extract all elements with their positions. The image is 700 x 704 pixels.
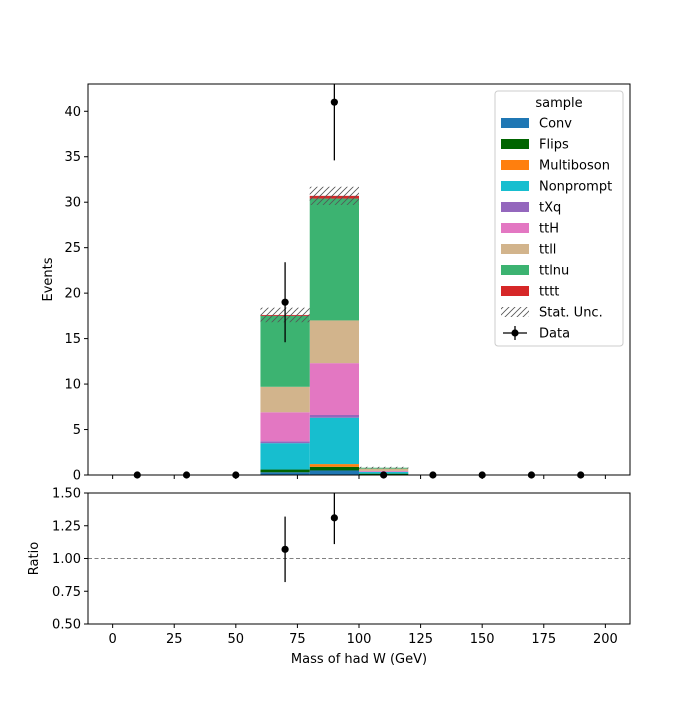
legend: sample Conv Flips Multiboson Nonprompt tXq ttH… bbox=[495, 91, 623, 346]
bar-ttlnu-bin-1 bbox=[310, 199, 359, 321]
ratio-ytick-label-0.75: 0.75 bbox=[52, 585, 81, 600]
legend-swatch-nonprompt bbox=[501, 181, 529, 191]
legend-swatch-multiboson bbox=[501, 160, 529, 170]
legend-label-conv: Conv bbox=[539, 117, 572, 132]
ratio-xtick-label-100: 100 bbox=[347, 632, 372, 647]
legend-label-tth: ttH bbox=[539, 222, 559, 237]
ratio-ytick-label-1.25: 1.25 bbox=[52, 519, 81, 534]
legend-swatch-tth bbox=[501, 223, 529, 233]
main-ytick-label-35: 35 bbox=[64, 150, 81, 165]
bar-nonprompt-bin-0 bbox=[260, 443, 309, 469]
main-ytick-label-0: 0 bbox=[73, 469, 81, 484]
legend-title: sample bbox=[535, 96, 582, 111]
bar-ttll-bin-1 bbox=[310, 320, 359, 363]
bar-flips-bin-0 bbox=[260, 470, 309, 473]
ratio-xtick-label-150: 150 bbox=[470, 632, 495, 647]
bar-ttll-bin-2 bbox=[359, 469, 408, 471]
ratio-xtick-label-200: 200 bbox=[593, 632, 618, 647]
legend-label-flips: Flips bbox=[539, 138, 569, 153]
ratio-point-1 bbox=[331, 514, 338, 521]
legend-label-stat-unc-: Stat. Unc. bbox=[539, 306, 603, 321]
main-ytick-label-15: 15 bbox=[64, 332, 81, 347]
ratio-point-0 bbox=[281, 546, 288, 553]
bar-flips-bin-1 bbox=[310, 467, 359, 471]
legend-swatch-ttlnu bbox=[501, 265, 529, 275]
bar-nonprompt-bin-1 bbox=[310, 418, 359, 464]
data-point-3 bbox=[281, 299, 288, 306]
main-ylabel: Events bbox=[41, 257, 56, 301]
main-ytick-label-20: 20 bbox=[64, 287, 81, 302]
bar-tth-bin-1 bbox=[310, 363, 359, 415]
legend-label-multiboson: Multiboson bbox=[539, 159, 610, 174]
ratio-ylabel: Ratio bbox=[27, 542, 42, 575]
ratio-ytick-label-1.00: 1.00 bbox=[52, 552, 81, 567]
legend-label-tttt: tttt bbox=[539, 285, 559, 300]
ratio-ytick-label-0.50: 0.50 bbox=[52, 618, 81, 633]
bar-tth-bin-0 bbox=[260, 412, 309, 441]
legend-swatch-flips bbox=[501, 139, 529, 149]
ratio-xtick-label-75: 75 bbox=[289, 632, 306, 647]
main-ytick-label-40: 40 bbox=[64, 105, 81, 120]
legend-label-data: Data bbox=[539, 327, 570, 342]
bar-multiboson-bin-1 bbox=[310, 464, 359, 467]
main-ytick-label-30: 30 bbox=[64, 196, 81, 211]
legend-swatch-ttll bbox=[501, 244, 529, 254]
ratio-xlabel: Mass of had W (GeV) bbox=[291, 652, 427, 667]
legend-swatch-txq bbox=[501, 202, 529, 212]
data-point-4 bbox=[331, 99, 338, 106]
ratio-xtick-label-50: 50 bbox=[228, 632, 245, 647]
ratio-ytick-label-1.50: 1.50 bbox=[52, 487, 81, 502]
bar-conv-bin-1 bbox=[310, 470, 359, 475]
main-ytick-label-25: 25 bbox=[64, 241, 81, 256]
main-ytick-label-10: 10 bbox=[64, 378, 81, 393]
ratio-xtick-label-0: 0 bbox=[108, 632, 116, 647]
ratio-xtick-label-25: 25 bbox=[166, 632, 183, 647]
legend-label-ttll: ttll bbox=[539, 243, 556, 258]
bar-txq-bin-0 bbox=[260, 441, 309, 443]
bar-txq-bin-1 bbox=[310, 415, 359, 418]
legend-data-marker bbox=[511, 329, 518, 336]
stat-unc-band-bin-1 bbox=[310, 187, 359, 205]
legend-swatch-tttt bbox=[501, 286, 529, 296]
legend-label-nonprompt: Nonprompt bbox=[539, 180, 612, 195]
stat-unc-band-bin-2 bbox=[359, 467, 408, 469]
ratio-xtick-label-175: 175 bbox=[531, 632, 556, 647]
ratio-xtick-label-125: 125 bbox=[408, 632, 433, 647]
legend-swatch-stat-unc- bbox=[501, 307, 529, 317]
bar-ttll-bin-0 bbox=[260, 387, 309, 412]
legend-label-txq: tXq bbox=[539, 201, 561, 216]
main-ytick-label-5: 5 bbox=[73, 423, 81, 438]
legend-swatch-conv bbox=[501, 118, 529, 128]
legend-label-ttlnu: ttlnu bbox=[539, 264, 569, 279]
